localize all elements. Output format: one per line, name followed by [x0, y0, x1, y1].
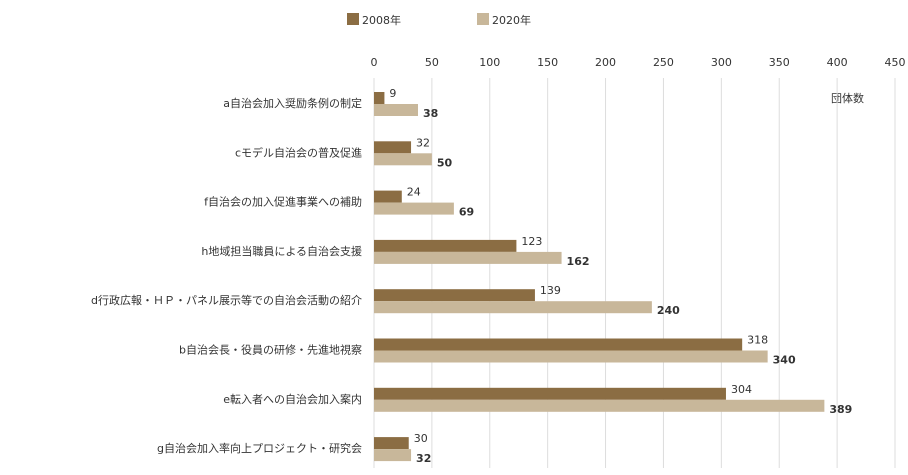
value-label: 240 [657, 304, 680, 317]
x-tick-label: 450 [885, 56, 906, 69]
x-tick-label: 100 [479, 56, 500, 69]
value-label: 318 [747, 334, 768, 347]
bar [374, 437, 409, 450]
bar [374, 202, 454, 215]
y-tick-label: h地域担当職員による自治会支援 [201, 244, 362, 258]
y-tick-label: d行政広報・ＨＰ・パネル展示等での自治会活動の紹介 [91, 293, 362, 307]
x-tick-label: 0 [371, 56, 378, 69]
x-tick-label: 300 [711, 56, 732, 69]
value-label: 162 [567, 255, 590, 268]
bar [374, 239, 517, 252]
value-label: 38 [423, 107, 438, 120]
bar [374, 301, 652, 314]
x-tick-label: 50 [425, 56, 439, 69]
value-label: 123 [521, 235, 542, 248]
x-tick-label: 400 [827, 56, 848, 69]
value-label: 50 [437, 156, 453, 169]
legend-label: 2020年 [492, 13, 531, 27]
y-tick-label: g自治会加入率向上プロジェクト・研究会 [157, 441, 362, 455]
legend-label: 2008年 [362, 13, 401, 27]
value-label: 69 [459, 206, 474, 219]
x-tick-label: 350 [769, 56, 790, 69]
value-label: 30 [414, 432, 428, 445]
value-label: 32 [416, 136, 430, 149]
bar [374, 251, 562, 264]
bar [374, 289, 535, 302]
bar [374, 104, 418, 116]
y-tick-label: cモデル自治会の普及促進 [235, 145, 362, 159]
value-label: 389 [829, 403, 852, 416]
value-label: 24 [407, 186, 421, 199]
bar [374, 153, 432, 166]
bar [374, 141, 412, 154]
bar [374, 449, 412, 462]
x-tick-label: 150 [537, 56, 558, 69]
bar [374, 92, 385, 104]
value-label: 304 [731, 383, 752, 396]
legend-swatch [477, 13, 489, 25]
bar [374, 399, 825, 412]
value-label: 340 [773, 354, 796, 367]
x-unit: 団体数 [831, 91, 864, 105]
bar [374, 190, 402, 203]
bar [374, 387, 726, 400]
y-tick-label: e転入者への自治会加入案内 [223, 392, 362, 406]
y-tick-label: b自治会長・役員の研修・先進地視察 [179, 343, 362, 357]
x-tick-label: 200 [595, 56, 616, 69]
y-tick-label: f自治会の加入促進事業への補助 [204, 195, 362, 209]
value-label: 9 [389, 87, 396, 100]
y-tick-label: a自治会加入奨励条例の制定 [223, 96, 362, 110]
bar [374, 338, 743, 351]
value-label: 139 [540, 284, 561, 297]
bar [374, 350, 768, 363]
value-label: 32 [416, 452, 431, 465]
x-tick-label: 250 [653, 56, 674, 69]
legend-swatch [347, 13, 359, 25]
